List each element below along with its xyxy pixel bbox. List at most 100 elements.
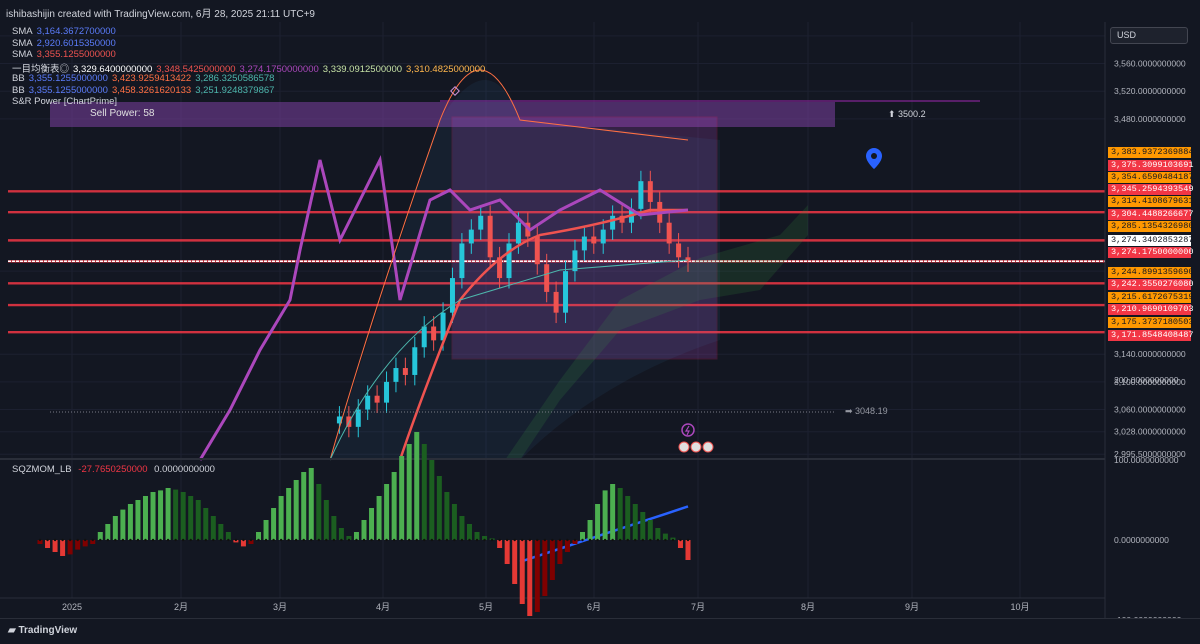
momentum-bar	[376, 496, 382, 540]
legend-row[interactable]: S&R Power [ChartPrime]	[12, 96, 121, 107]
squeeze-dot	[438, 538, 441, 542]
price-tag: 3,354.6590484187	[1108, 172, 1194, 183]
squeeze-dot	[144, 538, 147, 542]
squeeze-dot	[272, 538, 275, 542]
legend-row[interactable]: BB 3,355.1255000000 3,458.3261620133 3,251.…	[12, 85, 278, 96]
price-tag: 3,274.1750000000	[1108, 247, 1194, 258]
osc-y-tick-label: 0.0000000000	[1114, 535, 1169, 545]
location-pin-icon	[866, 148, 882, 169]
momentum-bar	[203, 508, 209, 540]
squeeze-dot	[129, 538, 132, 542]
grid	[0, 22, 1105, 598]
momentum-bar	[474, 532, 480, 540]
y-tick-label: 3,480.0000000000	[1114, 114, 1186, 124]
momentum-bar	[542, 540, 548, 596]
squeeze-dot	[234, 538, 238, 542]
momentum-bar	[293, 480, 299, 540]
squeeze-dot	[317, 538, 320, 542]
momentum-bar	[127, 504, 133, 540]
legend-indicator-name: SMA	[12, 49, 33, 61]
momentum-bar	[331, 516, 337, 540]
squeeze-dot	[159, 538, 162, 542]
price-tag: 3,244.8991359690	[1108, 267, 1194, 278]
candle-body	[487, 215, 493, 258]
price-tag: 3,285.1354326980	[1108, 221, 1194, 232]
candle-body	[553, 291, 559, 313]
squeeze-dot	[664, 538, 667, 542]
candle-body	[534, 236, 540, 265]
candle-body	[572, 250, 578, 272]
squeeze-dot	[347, 538, 351, 542]
squeeze-dot	[581, 538, 584, 542]
x-tick-label: 2025	[62, 602, 82, 612]
squeeze-dot	[294, 538, 298, 542]
legend-row[interactable]: SMA 3,355.1255000000	[12, 49, 120, 60]
legend-indicator-name: SMA	[12, 37, 33, 49]
squeeze-dot	[38, 538, 42, 542]
squeeze-dot	[430, 538, 434, 542]
legend-row[interactable]: 一目均衡表◎ 3,329.6400000000 3,348.5425000000 3,…	[12, 61, 489, 75]
oscillator-value-2: 0.0000000000	[154, 464, 215, 475]
squeeze-dot	[362, 538, 366, 542]
momentum-bar	[158, 490, 164, 540]
squeeze-dot	[53, 538, 57, 542]
momentum-bar	[112, 516, 118, 540]
sell-power-label: Sell Power: 58	[90, 108, 155, 119]
momentum-bar	[308, 468, 314, 540]
squeeze-dot	[415, 538, 418, 542]
momentum-bar	[120, 509, 126, 540]
momentum-bar	[595, 504, 601, 540]
momentum-bar	[165, 488, 171, 540]
momentum-bar	[610, 484, 616, 540]
squeeze-dot	[392, 538, 396, 542]
squeeze-dot	[558, 538, 562, 542]
candle-body	[506, 243, 512, 279]
x-tick-label: 10月	[1010, 602, 1029, 612]
legend-row[interactable]: BB 3,355.1255000000 3,423.9259413422 3,286.…	[12, 73, 278, 84]
candle-body	[431, 326, 437, 341]
squeeze-dot	[279, 538, 283, 542]
candle-body	[581, 236, 587, 251]
footer: ▰ TradingView	[0, 618, 1200, 644]
price-tag: 3,383.9372369884	[1108, 147, 1194, 158]
momentum-bar	[45, 540, 51, 548]
sma-red-line	[398, 208, 688, 461]
momentum-bar	[323, 500, 329, 540]
legend-value: 3,348.5425000000	[156, 64, 236, 76]
price-tag: 3,375.3099103691	[1108, 160, 1194, 171]
momentum-bar	[662, 533, 668, 540]
candle-body	[666, 222, 672, 244]
squeeze-dot	[573, 538, 577, 542]
momentum-bar	[67, 540, 73, 555]
indicator-lines	[198, 69, 689, 563]
squeeze-dot	[468, 538, 471, 542]
candle-body	[449, 278, 455, 313]
tv-logo-icon: ▰	[8, 625, 16, 636]
price-levels	[8, 190, 1105, 334]
osc-y-tick-label: 100.0000000000	[1114, 455, 1179, 465]
x-tick-label: 4月	[376, 602, 390, 612]
candle-body	[600, 229, 606, 244]
legend-indicator-name: SMA	[12, 26, 33, 37]
candle-body	[619, 215, 625, 223]
squeeze-dot	[483, 538, 486, 542]
legend-row[interactable]: SMA 2,920.6015350000	[12, 38, 120, 49]
momentum-bar	[421, 444, 427, 540]
squeeze-dot	[181, 538, 185, 542]
price-tag: 3,345.2594393549	[1108, 184, 1194, 195]
squeeze-dot	[68, 538, 72, 542]
legend-row[interactable]: SMA 3,164.3672700000	[12, 26, 120, 37]
legend-value: 3,286.3250586578	[195, 72, 275, 84]
momentum-bar	[142, 496, 148, 540]
squeeze-dot	[385, 538, 388, 542]
momentum-bar	[240, 540, 246, 547]
oscillator-legend: SQZMOM_LB -27.7650250000 0.0000000000	[12, 464, 215, 475]
squeeze-dot	[626, 538, 629, 542]
y-tick-label: 3,560.0000000000	[1114, 59, 1186, 69]
currency-selector[interactable]: USD	[1110, 27, 1188, 44]
candle-body	[440, 312, 446, 341]
momentum-bar	[557, 540, 563, 564]
squeeze-dot	[596, 538, 599, 542]
squeeze-dot	[242, 538, 245, 542]
squeeze-dot	[174, 538, 177, 542]
